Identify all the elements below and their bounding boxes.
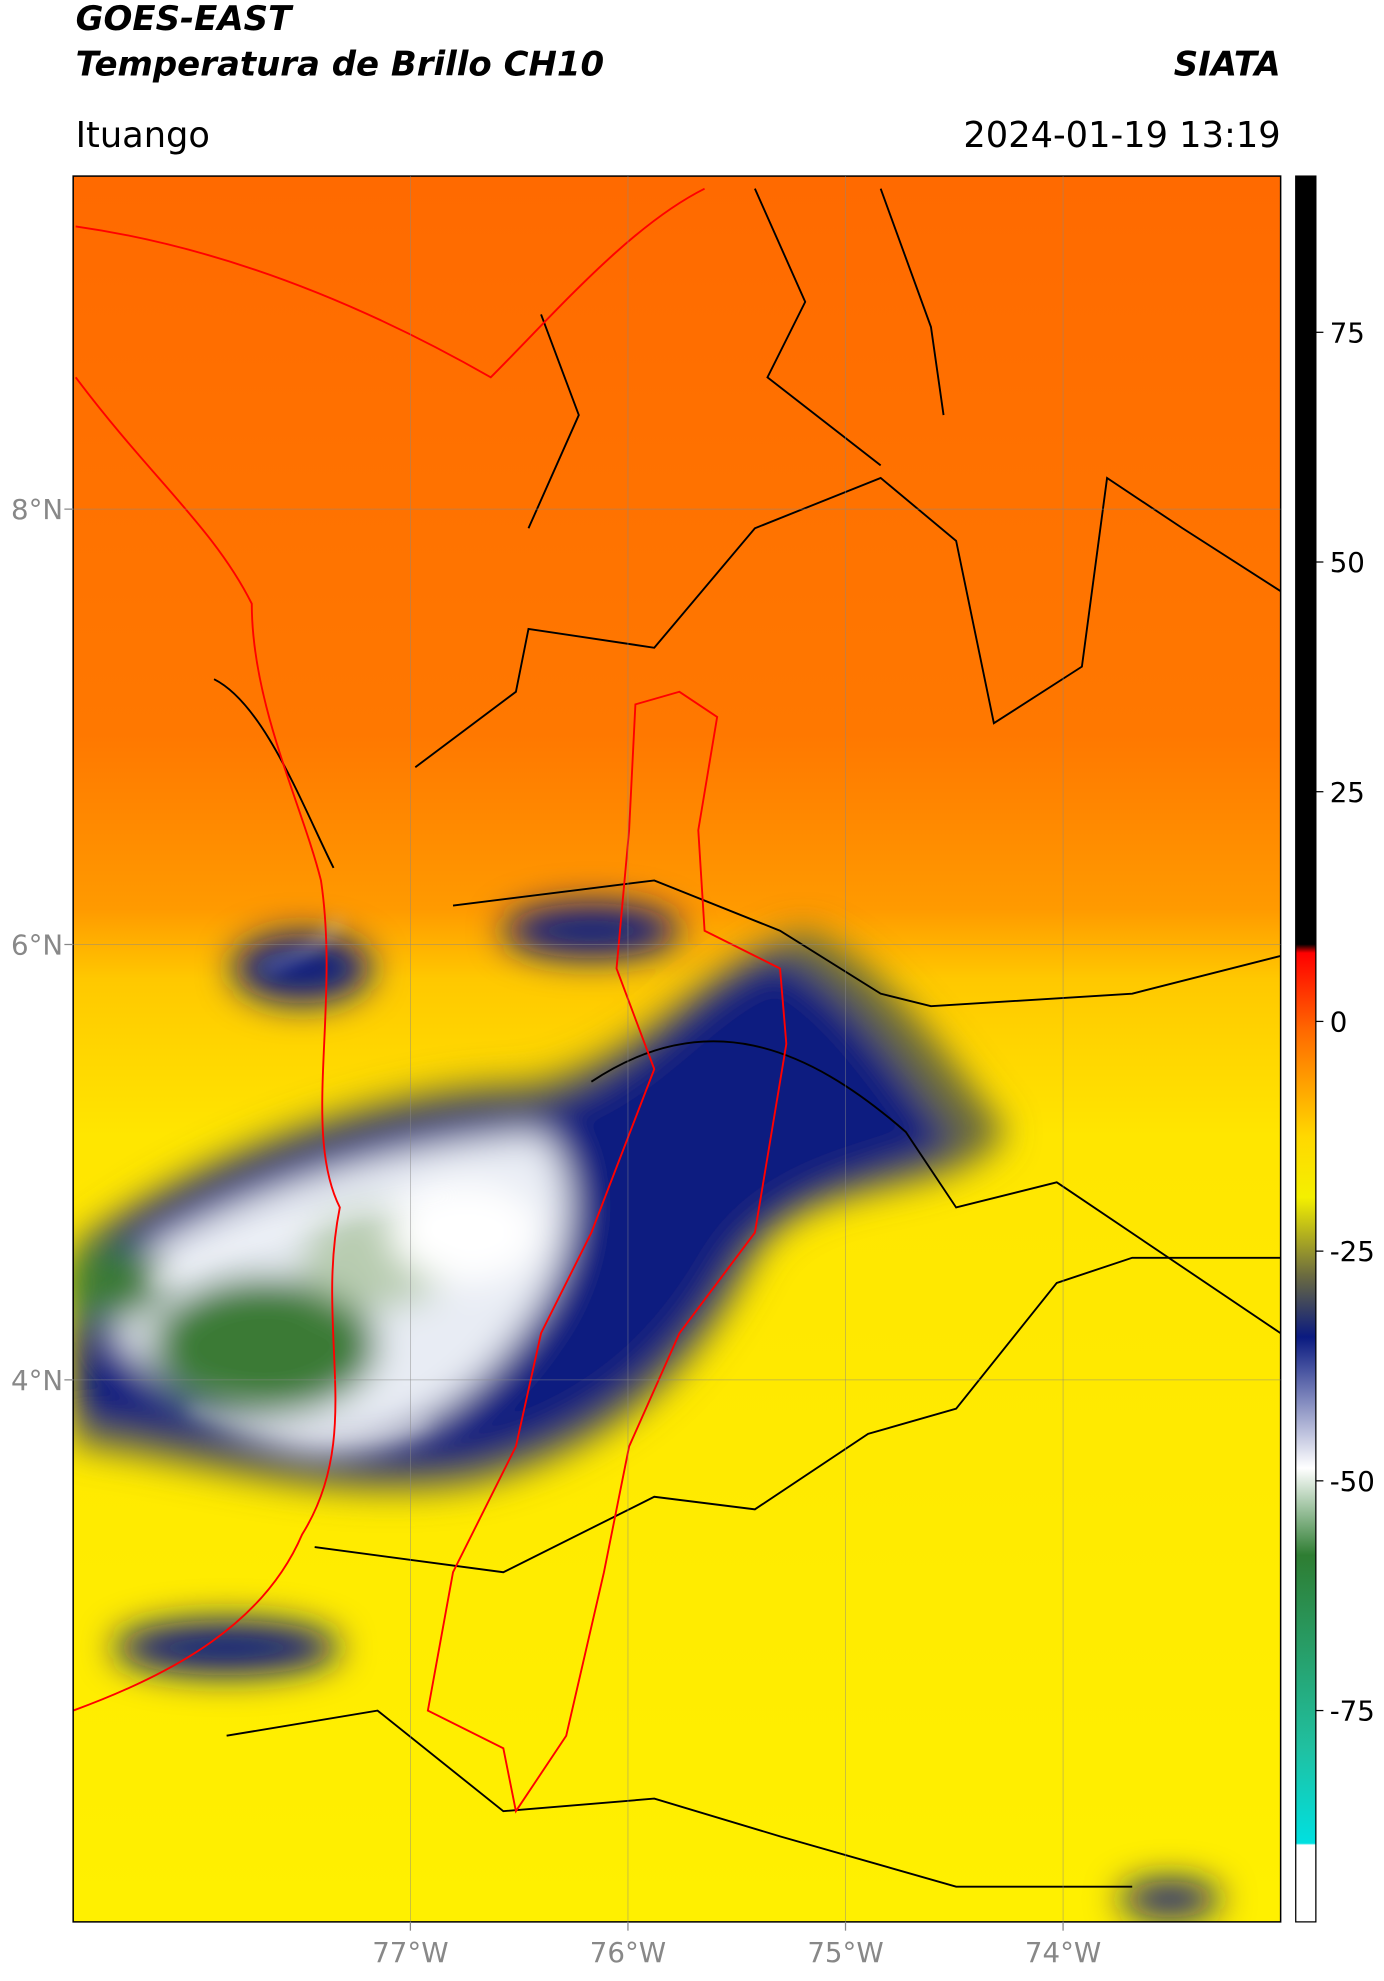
colorbar-tick-label: -50 [1330,1465,1375,1498]
y-tick-label: 8°N [11,493,63,526]
x-tick-label: 77°W [372,1936,448,1969]
colorbar-tick-label: -75 [1330,1695,1375,1728]
y-tick-label: 4°N [11,1364,63,1397]
satellite-image [73,176,1281,1922]
colorbar-tick-label: 0 [1330,1005,1348,1038]
datetime: 2024-01-19 13:19 [963,115,1280,156]
x-tick-label: 75°W [807,1936,883,1969]
location: Ituango [76,115,210,156]
subtitle: Temperatura de Brillo CH10 [76,44,604,84]
colorbar-tick-label: 75 [1330,316,1365,349]
colorbar [1295,175,1317,1923]
x-tick-label: 76°W [590,1936,666,1969]
agency: SIATA [1174,44,1281,84]
title: GOES-EAST [76,0,294,39]
colorbar-tick-label: 25 [1330,776,1365,809]
y-tick-label: 6°N [11,929,63,962]
colorbar-tick-label: -25 [1330,1235,1375,1268]
x-tick-label: 74°W [1025,1936,1101,1969]
map-frame [72,175,1282,1923]
colorbar-tick-label: 50 [1330,546,1365,579]
